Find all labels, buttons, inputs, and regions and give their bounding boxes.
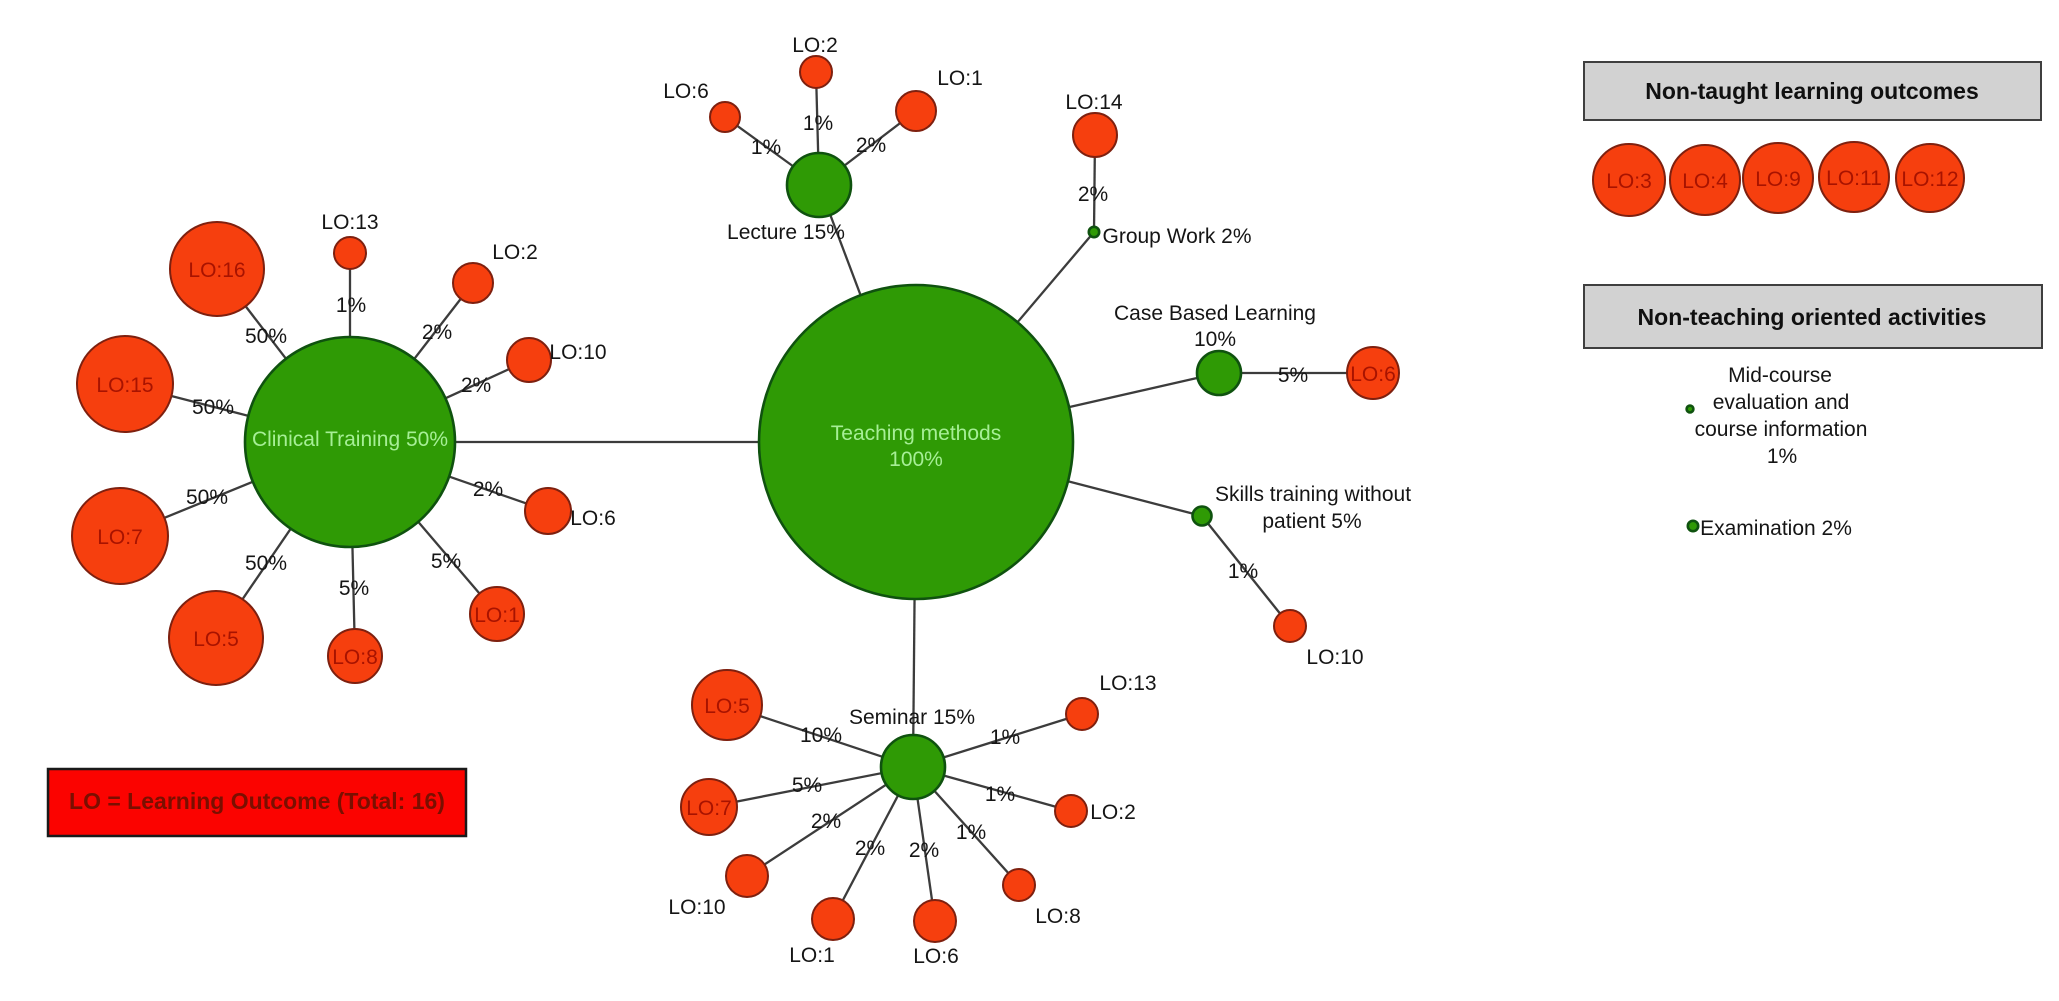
svg-text:LO:1: LO:1 xyxy=(789,944,835,967)
svg-text:LO:7: LO:7 xyxy=(97,526,143,549)
svg-text:LO:9: LO:9 xyxy=(1755,168,1801,191)
svg-text:Seminar 15%: Seminar 15% xyxy=(849,706,975,729)
svg-text:LO:16: LO:16 xyxy=(188,259,245,282)
svg-text:LO:10: LO:10 xyxy=(549,341,606,364)
svg-text:LO:4: LO:4 xyxy=(1682,170,1728,193)
svg-text:Examination 2%: Examination 2% xyxy=(1700,517,1852,540)
svg-text:LO:2: LO:2 xyxy=(792,34,838,57)
svg-text:1%: 1% xyxy=(803,112,833,135)
svg-text:patient 5%: patient 5% xyxy=(1262,510,1361,533)
svg-text:Clinical Training 50%: Clinical Training 50% xyxy=(252,428,448,451)
svg-text:LO:13: LO:13 xyxy=(1099,672,1156,695)
svg-text:LO:3: LO:3 xyxy=(1606,170,1652,193)
svg-text:10%: 10% xyxy=(800,724,842,747)
svg-text:Mid-course: Mid-course xyxy=(1728,364,1832,387)
svg-text:LO:13: LO:13 xyxy=(321,211,378,234)
svg-text:LO:2: LO:2 xyxy=(1090,801,1136,824)
svg-text:LO:8: LO:8 xyxy=(1035,905,1081,928)
svg-text:2%: 2% xyxy=(473,478,503,501)
svg-text:LO:5: LO:5 xyxy=(193,628,239,651)
svg-text:50%: 50% xyxy=(245,325,287,348)
svg-text:LO:12: LO:12 xyxy=(1901,168,1958,191)
svg-text:1%: 1% xyxy=(1767,445,1797,468)
svg-text:evaluation and: evaluation and xyxy=(1713,391,1850,414)
svg-text:1%: 1% xyxy=(751,136,781,159)
svg-text:Non-taught learning outcomes: Non-taught learning outcomes xyxy=(1645,78,1979,104)
svg-text:1%: 1% xyxy=(990,726,1020,749)
svg-text:LO:15: LO:15 xyxy=(96,374,153,397)
svg-text:2%: 2% xyxy=(855,837,885,860)
svg-text:LO = Learning Outcome (Total:: LO = Learning Outcome (Total: 16) xyxy=(69,788,445,814)
svg-text:50%: 50% xyxy=(186,486,228,509)
svg-text:1%: 1% xyxy=(336,294,366,317)
svg-text:LO:6: LO:6 xyxy=(663,80,709,103)
svg-text:50%: 50% xyxy=(245,552,287,575)
svg-text:10%: 10% xyxy=(1194,328,1236,351)
svg-text:5%: 5% xyxy=(339,577,369,600)
svg-text:LO:1: LO:1 xyxy=(937,67,983,90)
svg-text:1%: 1% xyxy=(985,783,1015,806)
svg-text:Case Based Learning: Case Based Learning xyxy=(1114,302,1316,325)
svg-text:Teaching methods: Teaching methods xyxy=(831,422,1001,445)
svg-text:1%: 1% xyxy=(1228,560,1258,583)
svg-text:LO:6: LO:6 xyxy=(570,507,616,530)
svg-text:LO:5: LO:5 xyxy=(704,695,750,718)
svg-text:LO:10: LO:10 xyxy=(668,896,725,919)
svg-text:LO:6: LO:6 xyxy=(1350,363,1396,386)
svg-text:LO:14: LO:14 xyxy=(1065,91,1123,114)
svg-text:2%: 2% xyxy=(422,321,452,344)
svg-text:2%: 2% xyxy=(811,810,841,833)
svg-text:1%: 1% xyxy=(956,821,986,844)
svg-text:5%: 5% xyxy=(431,550,461,573)
svg-text:2%: 2% xyxy=(856,134,886,157)
svg-text:LO:2: LO:2 xyxy=(492,241,538,264)
svg-text:course information: course information xyxy=(1695,418,1868,441)
svg-text:LO:11: LO:11 xyxy=(1826,167,1882,190)
svg-text:2%: 2% xyxy=(909,839,939,862)
svg-text:2%: 2% xyxy=(1078,183,1108,206)
svg-text:2%: 2% xyxy=(461,374,491,397)
svg-text:50%: 50% xyxy=(192,396,234,419)
svg-text:Skills training without: Skills training without xyxy=(1215,483,1411,506)
svg-text:LO:10: LO:10 xyxy=(1306,646,1363,669)
svg-text:5%: 5% xyxy=(792,774,822,797)
svg-text:Group Work 2%: Group Work 2% xyxy=(1103,225,1252,248)
svg-text:5%: 5% xyxy=(1278,364,1308,387)
svg-text:LO:1: LO:1 xyxy=(474,604,520,627)
svg-text:100%: 100% xyxy=(889,448,943,471)
svg-text:Non-teaching oriented activiti: Non-teaching oriented activities xyxy=(1638,304,1987,330)
svg-text:LO:8: LO:8 xyxy=(332,646,378,669)
svg-text:LO:6: LO:6 xyxy=(913,945,959,968)
svg-text:Lecture 15%: Lecture 15% xyxy=(727,221,845,244)
svg-text:LO:7: LO:7 xyxy=(686,797,732,820)
